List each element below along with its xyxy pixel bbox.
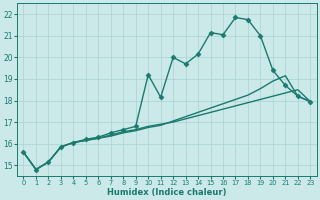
X-axis label: Humidex (Indice chaleur): Humidex (Indice chaleur) [107, 188, 227, 197]
